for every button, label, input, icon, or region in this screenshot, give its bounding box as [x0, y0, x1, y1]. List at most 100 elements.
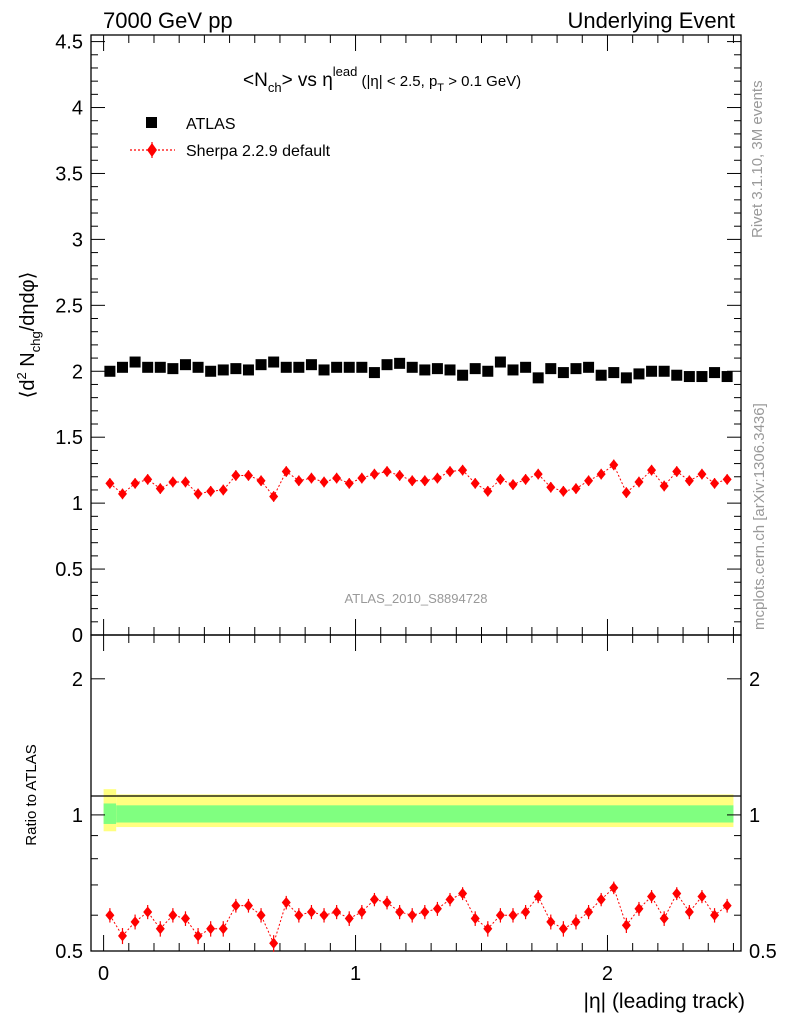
sherpa-ratio-point [332, 906, 342, 918]
sherpa-ratio-point [621, 919, 631, 931]
sherpa-point [256, 475, 266, 487]
main-panel: 0 0.5 1 1.5 2 2.5 3 3.5 4 4.5 ATLAS_2010_S8894728… [14, 32, 742, 647]
main-ticks [91, 35, 741, 636]
atlas-point [268, 356, 280, 368]
ratio-uncertainty-band [103, 789, 734, 832]
atlas-point [457, 369, 469, 381]
sherpa-ratio-series [105, 881, 732, 952]
main-ylabel: ⟨d2 Nchg/dηdφ⟩ [14, 272, 43, 399]
sherpa-ratio-point [710, 909, 720, 921]
main-ytick-label: 1.5 [55, 427, 83, 449]
sherpa-point [508, 479, 518, 491]
atlas-point [419, 364, 431, 376]
sherpa-point [231, 469, 241, 481]
atlas-point [331, 361, 343, 373]
sherpa-ratio-point [231, 900, 241, 912]
sherpa-point [332, 472, 342, 484]
sherpa-point [710, 477, 720, 489]
ratio-ytick-label-right: 0.5 [749, 941, 777, 963]
sherpa-ratio-line [109, 886, 728, 945]
main-ytick-labels: 0 0.5 1 1.5 2 2.5 3 3.5 4 4.5 [55, 32, 83, 647]
atlas-point [104, 365, 116, 377]
atlas-point [167, 363, 179, 375]
sherpa-ratio-point [143, 906, 153, 918]
atlas-point [394, 357, 406, 369]
sherpa-ratio-point [584, 906, 594, 918]
main-ytick-label: 4 [72, 98, 83, 120]
atlas-point [583, 361, 595, 373]
sherpa-point [243, 469, 253, 481]
ratio-ylabel: Ratio to ATLAS [23, 744, 40, 845]
mcplots-label: mcplots.cern.ch [arXiv:1306.3436] [751, 403, 768, 630]
atlas-point [154, 361, 166, 373]
sherpa-point [382, 465, 392, 477]
sherpa-point [722, 473, 732, 485]
sherpa-ratio-point [319, 909, 329, 921]
atlas-point [192, 361, 204, 373]
atlas-point [520, 361, 532, 373]
sherpa-ratio-point [609, 882, 619, 894]
xtick-label: 1 [350, 963, 361, 985]
sherpa-ratio-point [533, 890, 543, 902]
rivet-label: Rivet 3.1.10, 3M events [749, 80, 766, 238]
sherpa-point [306, 472, 316, 484]
sherpa-point [634, 476, 644, 488]
sherpa-ratio-point [521, 906, 531, 918]
xtick-label: 0 [98, 963, 109, 985]
sherpa-ratio-point [269, 937, 279, 949]
band-inner-segment [116, 805, 734, 823]
ratio-ytick-label: 0.5 [55, 941, 83, 963]
atlas-point [444, 364, 456, 376]
sherpa-ratio-point [634, 903, 644, 915]
atlas-point [633, 368, 645, 380]
sherpa-ratio-point [344, 913, 354, 925]
sherpa-ratio-point [458, 888, 468, 900]
sherpa-point [533, 468, 543, 480]
sherpa-ratio-point [369, 893, 379, 905]
legend-atlas-marker [146, 117, 157, 128]
sherpa-ratio-point [672, 888, 682, 900]
legend-atlas-label: ATLAS [186, 116, 236, 133]
atlas-point [179, 359, 191, 371]
sherpa-ratio-point [596, 893, 606, 905]
sherpa-ratio-point [420, 906, 430, 918]
band-inner-segment [103, 803, 117, 824]
sherpa-ratio-point [243, 900, 253, 912]
sherpa-ratio-point [395, 906, 405, 918]
sherpa-point [206, 485, 216, 497]
atlas-point [406, 361, 418, 373]
sherpa-ratio-point [294, 909, 304, 921]
sherpa-ratio-point [470, 913, 480, 925]
main-ytick-label: 3 [72, 229, 83, 251]
sherpa-ratio-point [495, 909, 505, 921]
sherpa-point [558, 485, 568, 497]
sherpa-point [672, 465, 682, 477]
main-ytick-label: 2 [72, 361, 83, 383]
atlas-series [104, 356, 733, 384]
sherpa-point [395, 469, 405, 481]
atlas-point [305, 359, 317, 371]
sherpa-ratio-point [168, 909, 178, 921]
atlas-point [532, 372, 544, 384]
ratio-ytick-label-right: 2 [749, 669, 760, 691]
atlas-point [721, 371, 733, 383]
atlas-point [545, 363, 557, 375]
main-ytick-label: 1 [72, 493, 83, 515]
ratio-ytick-label: 2 [72, 669, 83, 691]
sherpa-point [180, 476, 190, 488]
sherpa-point [521, 473, 531, 485]
atlas-point [683, 371, 695, 383]
sherpa-point [420, 475, 430, 487]
sherpa-point [105, 477, 115, 489]
sherpa-point [684, 475, 694, 487]
sherpa-ratio-point [558, 923, 568, 935]
sherpa-point [596, 468, 606, 480]
atlas-point [368, 367, 380, 379]
xlabel: |η| (leading track) [584, 990, 745, 1013]
sherpa-point [407, 475, 417, 487]
sherpa-point [432, 472, 442, 484]
sherpa-point [659, 480, 669, 492]
ratio-ytick-labels: 0.5 0.5 1 1 2 2 [55, 669, 777, 963]
xtick-labels: 0 1 2 [98, 963, 613, 985]
